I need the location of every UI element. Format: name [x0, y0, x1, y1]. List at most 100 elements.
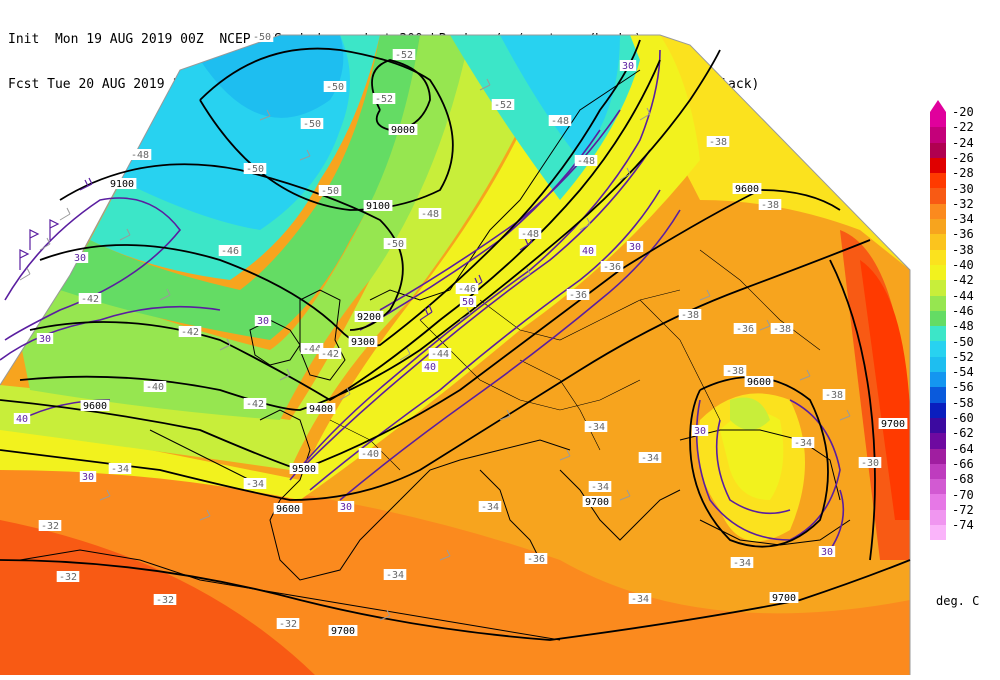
legend-swatch	[930, 219, 946, 235]
temperature-label: -32	[279, 619, 297, 630]
legend-swatch	[930, 356, 946, 373]
legend-swatch	[930, 173, 946, 189]
temperature-label-box	[323, 81, 347, 92]
wind-label: 40	[582, 246, 594, 257]
temperature-label-box	[300, 343, 324, 354]
legend-swatch	[930, 310, 946, 327]
temperature-label: -40	[146, 382, 164, 393]
temperature-label-box	[574, 155, 598, 166]
temperature-label-box	[478, 501, 502, 512]
temperature-label: -48	[521, 229, 539, 240]
legend-label: -32	[952, 196, 974, 211]
legend-swatch	[930, 234, 946, 250]
strong-wind-barbs	[19, 177, 533, 321]
legend-swatch	[930, 142, 946, 158]
height-label: 9600	[735, 184, 759, 195]
temperature-label: -50	[303, 119, 321, 130]
temperature-label: -50	[253, 32, 271, 43]
temperature-label-box	[600, 261, 624, 272]
wind-label: 30	[629, 242, 641, 253]
temperature-label-box	[524, 553, 548, 564]
legend-arrow-icon	[930, 100, 946, 112]
height-label-box	[306, 403, 336, 414]
temperature-label-box	[791, 437, 815, 448]
wind-label: 30	[82, 472, 94, 483]
temperature-labels: -50 -52 -50 -52 -50 -52 -48 -48 -50 -50 -48 -50 -46 -…	[38, 31, 882, 630]
wind-labels: 30 30 30 30 40 40 50 30 30 30 40 30 30	[13, 60, 836, 558]
temperature-label-box	[243, 163, 267, 174]
temperature-label: -48	[421, 209, 439, 220]
temperature-label: -34	[733, 558, 751, 569]
legend-swatch	[930, 112, 946, 128]
height-label-box	[328, 625, 358, 636]
temperature-label-box	[518, 228, 542, 239]
temperature-label: -46	[458, 284, 476, 295]
wind-label-box	[579, 245, 597, 256]
temperature-label: -34	[641, 453, 659, 464]
temperature-label: -48	[131, 150, 149, 161]
temperature-label: -46	[221, 246, 239, 257]
temperature-label-box	[128, 149, 152, 160]
height-label-box	[878, 418, 908, 429]
legend-label: -54	[952, 365, 974, 380]
temperature-label: -34	[591, 482, 609, 493]
temperature-label: -36	[603, 262, 621, 273]
temperature-label: -40	[361, 449, 379, 460]
height-label-box	[769, 592, 799, 603]
temperature-label: -38	[773, 324, 791, 335]
legend-label: -50	[952, 334, 974, 349]
temperature-label: -34	[481, 502, 499, 513]
legend-swatch	[930, 341, 946, 357]
legend-swatch	[930, 203, 946, 220]
legend-label: -38	[952, 242, 974, 257]
wind-label-box	[691, 425, 709, 436]
legend-label: -26	[952, 150, 974, 165]
temperature-label: -52	[494, 100, 512, 111]
temperature-label-box	[733, 323, 757, 334]
wind-label-box	[337, 501, 355, 512]
legend-label: -48	[952, 319, 974, 334]
wind-label: 30	[39, 334, 51, 345]
wind-label: 40	[424, 362, 436, 373]
temperature-label: -34	[246, 479, 264, 490]
temperature-label: -52	[395, 50, 413, 61]
temperature-label-box	[822, 389, 846, 400]
height-label-box	[388, 124, 418, 135]
wind-label-box	[36, 333, 54, 344]
legend-swatch	[930, 402, 946, 418]
height-label-box	[348, 336, 378, 347]
height-label: 9000	[391, 125, 415, 136]
legend-label: -44	[952, 288, 974, 303]
temperature-label: -30	[861, 458, 879, 469]
temperature-label: -50	[386, 239, 404, 250]
wind-label: 50	[462, 297, 474, 308]
legend-label: -64	[952, 441, 974, 456]
temperature-label: -42	[81, 294, 99, 305]
map-domain-outline	[0, 34, 911, 675]
legend-swatch	[930, 479, 946, 495]
legend-label: -40	[952, 258, 974, 272]
legend-swatch	[930, 417, 946, 434]
legend-label: -22	[952, 120, 974, 135]
height-label: 9600	[83, 401, 107, 412]
legend-swatch	[930, 264, 946, 281]
legend-swatch	[930, 372, 946, 388]
temperature-label-box	[723, 365, 747, 376]
wind-label: 30	[622, 61, 634, 72]
wind-label-box	[254, 315, 272, 326]
height-label: 9400	[309, 404, 333, 415]
legend-label: -52	[952, 349, 974, 364]
wind-label: 30	[694, 426, 706, 437]
temperature-label-box	[318, 185, 342, 196]
legend-swatch	[930, 295, 946, 311]
height-label-box	[80, 400, 110, 411]
temperature-label: -36	[736, 324, 754, 335]
legend-label: -74	[952, 518, 974, 533]
temperature-label: -32	[59, 572, 77, 583]
temperature-label: -36	[569, 290, 587, 301]
wind-label: 30	[74, 253, 86, 264]
height-label: 9100	[110, 179, 134, 190]
legend-swatch	[930, 463, 946, 480]
legend-label: -28	[952, 166, 974, 181]
